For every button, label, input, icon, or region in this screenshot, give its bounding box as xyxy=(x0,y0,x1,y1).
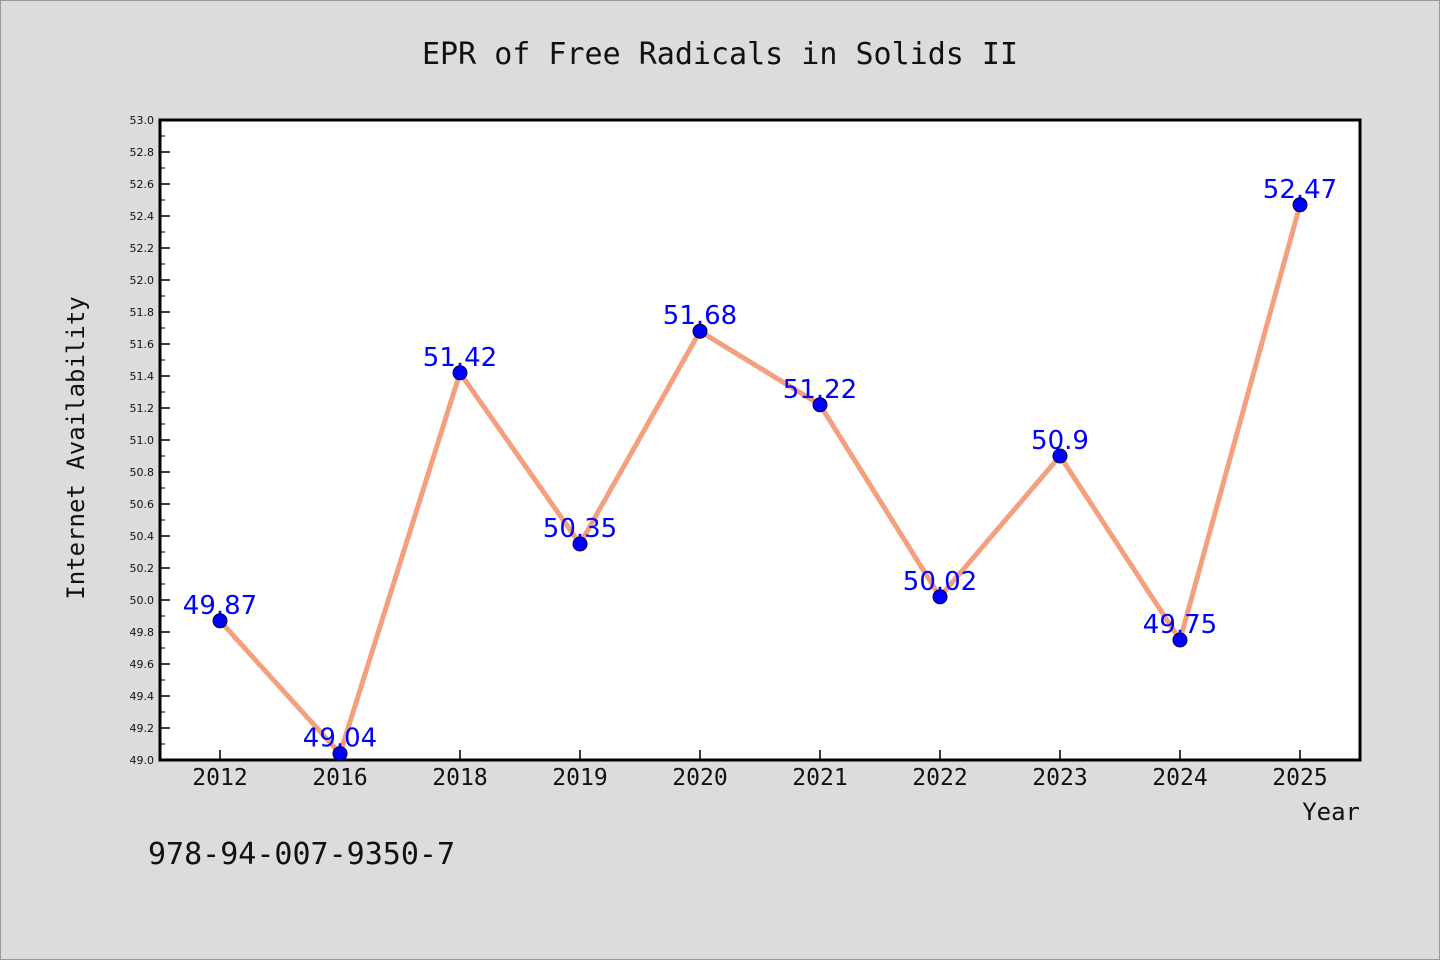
data-point xyxy=(1292,197,1308,213)
x-tick-label: 2024 xyxy=(1152,765,1207,791)
data-point xyxy=(332,746,348,762)
data-label: 50.02 xyxy=(903,567,977,597)
plot-area xyxy=(158,118,1362,762)
x-tick-label: 2022 xyxy=(912,765,967,791)
data-label: 52.47 xyxy=(1263,175,1337,205)
data-point xyxy=(1052,448,1068,464)
x-tick-label: 2016 xyxy=(312,765,367,791)
y-tick-label: 52.0 xyxy=(130,274,155,287)
y-tick-label: 49.2 xyxy=(130,722,155,735)
isbn-text: 978-94-007-9350-7 xyxy=(148,837,455,872)
x-tick-label: 2021 xyxy=(792,765,847,791)
y-tick-label: 49.8 xyxy=(130,626,155,639)
data-label: 51.68 xyxy=(663,301,737,331)
data-label: 51.42 xyxy=(423,343,497,373)
y-tick-label: 49.6 xyxy=(130,658,155,671)
data-point xyxy=(812,397,828,413)
data-label: 50.9 xyxy=(1031,426,1089,456)
y-tick-label: 51.2 xyxy=(130,402,155,415)
data-label: 49.04 xyxy=(303,724,377,754)
data-point xyxy=(932,589,948,605)
chart-title: EPR of Free Radicals in Solids II xyxy=(422,37,1018,72)
x-axis: 2012 2016 2018 2019 2020 2021 2022 2023 2024 2025 xyxy=(192,750,1328,791)
x-tick-label: 2019 xyxy=(552,765,607,791)
x-tick-label: 2020 xyxy=(672,765,727,791)
y-axis: 49.0 49.2 49.4 49.6 49.8 50.0 50.2 50.4 50.6 50.8… xyxy=(130,114,170,767)
data-point xyxy=(212,613,228,629)
y-tick-label: 51.4 xyxy=(130,370,155,383)
x-tick-label: 2025 xyxy=(1272,765,1327,791)
y-tick-label: 50.2 xyxy=(130,562,155,575)
y-tick-label: 52.4 xyxy=(130,210,155,223)
data-label: 49.75 xyxy=(1143,610,1217,640)
y-tick-label: 51.8 xyxy=(130,306,155,319)
x-axis-label: Year xyxy=(1302,798,1360,826)
series-line xyxy=(218,204,1303,757)
y-tick-label: 51.0 xyxy=(130,434,155,447)
data-label: 51.22 xyxy=(783,375,857,405)
data-labels: 49.87 49.04 51.42 50.35 51.68 51.22 50.02 50.9 4… xyxy=(183,175,1337,754)
y-tick-label: 53.0 xyxy=(130,114,155,127)
y-tick-label: 50.0 xyxy=(130,594,155,607)
y-tick-label: 49.4 xyxy=(130,690,155,703)
data-point xyxy=(452,365,468,381)
y-tick-label: 50.6 xyxy=(130,498,155,511)
y-tick-label: 49.0 xyxy=(130,754,155,767)
data-point xyxy=(572,536,588,552)
y-tick-label: 52.8 xyxy=(130,146,155,159)
y-tick-label: 52.6 xyxy=(130,178,155,191)
x-tick-label: 2018 xyxy=(432,765,487,791)
x-tick-label: 2023 xyxy=(1032,765,1087,791)
data-point xyxy=(1172,632,1188,648)
y-axis-label: Internet Availability xyxy=(62,296,90,599)
data-point xyxy=(692,323,708,339)
data-points xyxy=(212,197,1308,762)
data-label: 50.35 xyxy=(543,514,617,544)
y-tick-label: 50.4 xyxy=(130,530,155,543)
y-tick-label: 51.6 xyxy=(130,338,155,351)
data-label: 49.87 xyxy=(183,591,257,621)
x-tick-label: 2012 xyxy=(192,765,247,791)
y-tick-label: 52.2 xyxy=(130,242,155,255)
y-tick-label: 50.8 xyxy=(130,466,155,479)
